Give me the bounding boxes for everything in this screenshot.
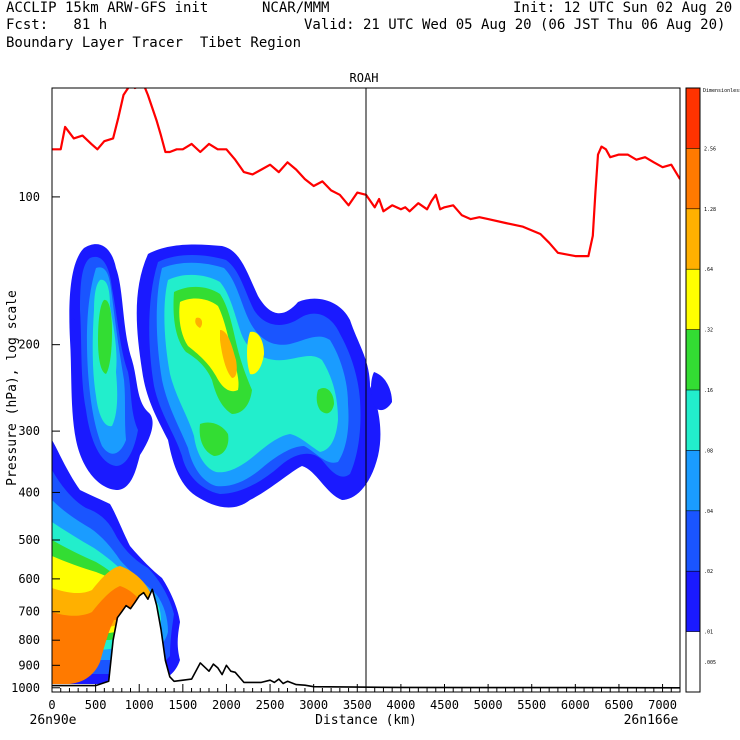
header-line1-right: Init: 12 UTC Sun 02 Aug 20: [513, 0, 733, 16]
y-tick-label: 800: [18, 633, 40, 647]
colorbar-segment: [686, 148, 700, 209]
x-tick-label: 0: [48, 698, 55, 712]
y-tick-label: 100: [18, 190, 40, 204]
colorbar-segment: [686, 631, 700, 692]
y-tick-label: 700: [18, 605, 40, 619]
y-tick-label: 1000: [11, 681, 40, 695]
header-line2-left: Fcst: 81 h: [6, 17, 108, 33]
x-tick-label: 5000: [474, 698, 503, 712]
y-tick-label: 500: [18, 533, 40, 547]
x-tick-label: 4000: [386, 698, 415, 712]
x-tick-label: 2000: [212, 698, 241, 712]
colorbar-level-label: .64: [704, 267, 713, 273]
x-tick-label: 3500: [343, 698, 372, 712]
colorbar-segment: [686, 571, 700, 632]
colorbar-level-label: .08: [704, 448, 713, 454]
x-axis-label: Distance (km): [315, 713, 417, 728]
colorbar-segment: [686, 269, 700, 330]
y-tick-label: 600: [18, 572, 40, 586]
terrain-line: [52, 588, 680, 689]
colorbar: Dimensionless 2.56 1.28 .64 .32 .16 .08 .04 .02.…: [685, 87, 740, 693]
y-axis-label: Pressure (hPa), log scale: [5, 290, 20, 486]
colorbar-segment: [686, 88, 700, 149]
chart-title: ROAH: [350, 71, 379, 85]
colorbar-level-label: .02: [704, 569, 713, 575]
header-line3-left: Boundary Layer Tracer Tibet Region: [6, 35, 302, 51]
colorbar-segment: [686, 390, 700, 451]
x-tick-label: 4500: [430, 698, 459, 712]
upper-plume: [69, 244, 392, 508]
x-end-label: 26n166e: [624, 713, 679, 728]
colorbar-level-label: .04: [704, 509, 713, 515]
colorbar-segment: [686, 450, 700, 511]
x-tick-label: 5500: [517, 698, 546, 712]
x-tick-label: 7000: [648, 698, 677, 712]
y-tick-label: 200: [18, 338, 40, 352]
x-tick-label: 2500: [256, 698, 285, 712]
y-tick-label: 900: [18, 658, 40, 672]
x-tick-label: 6000: [561, 698, 590, 712]
colorbar-level-label: .16: [704, 388, 713, 394]
x-tick-label: 3000: [299, 698, 328, 712]
x-tick-label: 1500: [168, 698, 197, 712]
colorbar-segment: [686, 329, 700, 390]
header-line1-left: ACCLIP 15km ARW-GFS init: [6, 0, 209, 16]
colorbar-level-label: .005: [704, 660, 716, 666]
x-tick-label: 500: [85, 698, 107, 712]
y-tick-label: 400: [18, 485, 40, 499]
x-tick-label: 1000: [125, 698, 154, 712]
header-line2-right: Valid: 21 UTC Wed 05 Aug 20 (06 JST Thu …: [304, 17, 726, 33]
colorbar-unit-label: Dimensionless: [703, 88, 740, 94]
x-tick-label: 6500: [604, 698, 633, 712]
y-tick-label: 300: [18, 424, 40, 438]
colorbar-level-label: 2.56: [704, 146, 716, 152]
terrain-mask: [52, 589, 680, 692]
colorbar-segment: [686, 208, 700, 270]
x-axis: 0 500 1000 1500 2000 2500 3000 3500 4000 4500 5000…: [48, 684, 681, 712]
y-axis: 100 200 300 400 500 600 700 800 900 1000: [11, 190, 60, 695]
colorbar-segment: [686, 510, 700, 572]
x-start-label: 26n90e: [30, 713, 77, 728]
contour-fields: [52, 244, 680, 692]
header-line1-mid: NCAR/MMM: [262, 0, 330, 16]
colorbar-level-label: 1.28: [704, 207, 716, 213]
colorbar-level-label: .01: [704, 630, 713, 636]
colorbar-level-label: .32: [704, 328, 713, 334]
